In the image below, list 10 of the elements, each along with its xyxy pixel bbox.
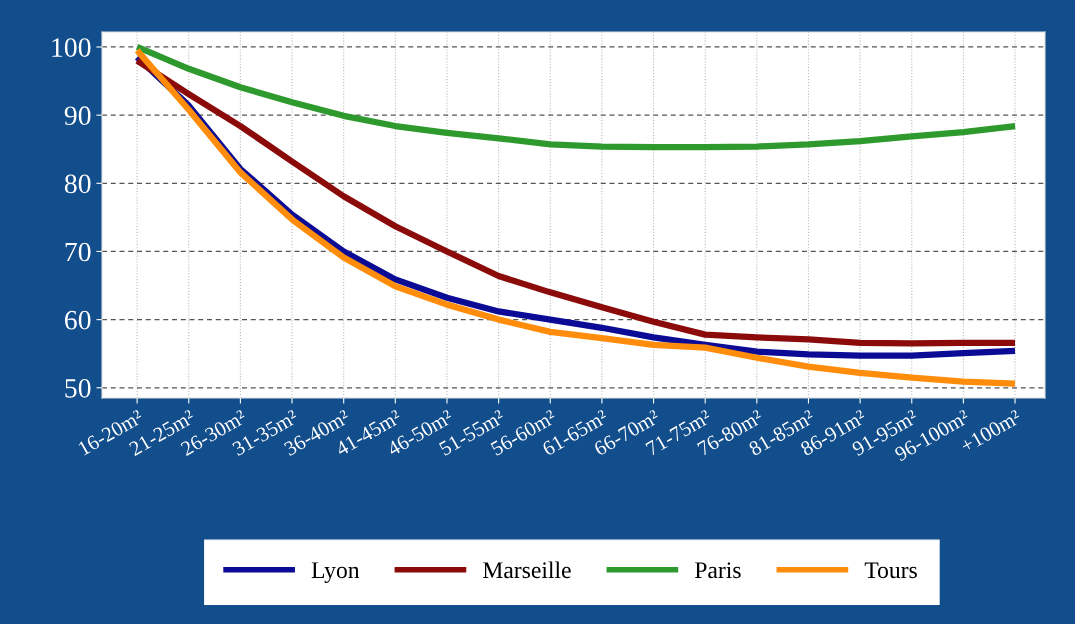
y-tick-label: 70 [65,242,91,262]
y-tick-label: 50 [65,378,91,398]
y-tick-label: 90 [64,106,91,126]
legend-label: Paris [695,562,741,579]
y-tick-label: 100 [52,38,91,57]
legend-label: Tours [864,562,917,579]
y-tick-label: 60 [65,310,91,330]
y-tick-label: 80 [64,174,91,194]
legend-label: Marseille [483,561,571,579]
legend-label: Lyon [311,562,360,584]
